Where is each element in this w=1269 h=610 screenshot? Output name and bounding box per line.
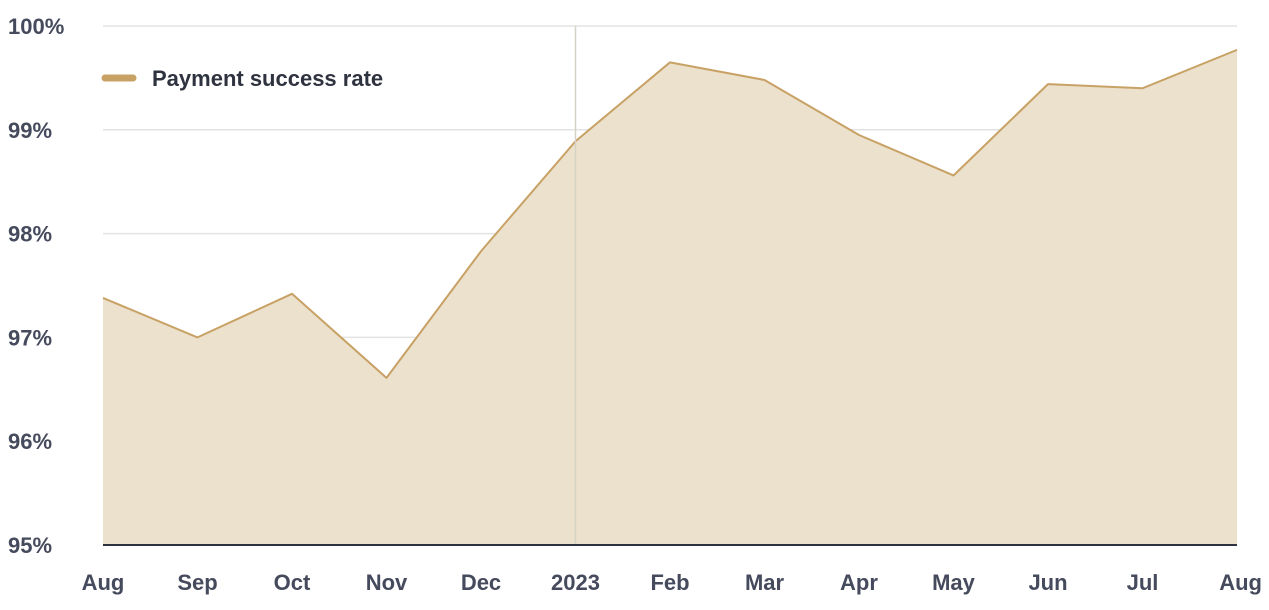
x-tick-label: Jul	[1127, 570, 1159, 595]
series-line	[102, 48, 1238, 379]
legend-label: Payment success rate	[152, 66, 383, 91]
y-tick-label: 97%	[8, 325, 52, 350]
x-tick-label: Dec	[461, 570, 501, 595]
x-tick-label: Jun	[1028, 570, 1067, 595]
x-tick-label: Aug	[1219, 570, 1262, 595]
x-tick-label: Oct	[274, 570, 311, 595]
y-tick-label: 95%	[8, 533, 52, 558]
y-tick-label: 98%	[8, 222, 52, 247]
x-tick-label: Nov	[366, 570, 408, 595]
y-axis-ticks: 95% 96% 97% 98% 99% 100%	[8, 14, 64, 558]
y-tick-label: 100%	[8, 14, 64, 39]
plot-area	[102, 48, 1238, 546]
legend: Payment success rate	[101, 66, 383, 91]
x-tick-label: Aug	[82, 570, 125, 595]
x-tick-label: 2023	[551, 570, 600, 595]
x-tick-label: Mar	[745, 570, 785, 595]
x-tick-label: Apr	[840, 570, 878, 595]
y-tick-label: 96%	[8, 429, 52, 454]
x-axis-ticks: Aug Sep Oct Nov Dec 2023 Feb Mar Apr May Jun Jul Aug	[82, 570, 1262, 595]
area-fill	[103, 49, 1237, 546]
y-tick-label: 99%	[8, 118, 52, 143]
x-tick-label: Feb	[650, 570, 689, 595]
x-tick-label: Sep	[177, 570, 217, 595]
x-tick-label: May	[932, 570, 976, 595]
